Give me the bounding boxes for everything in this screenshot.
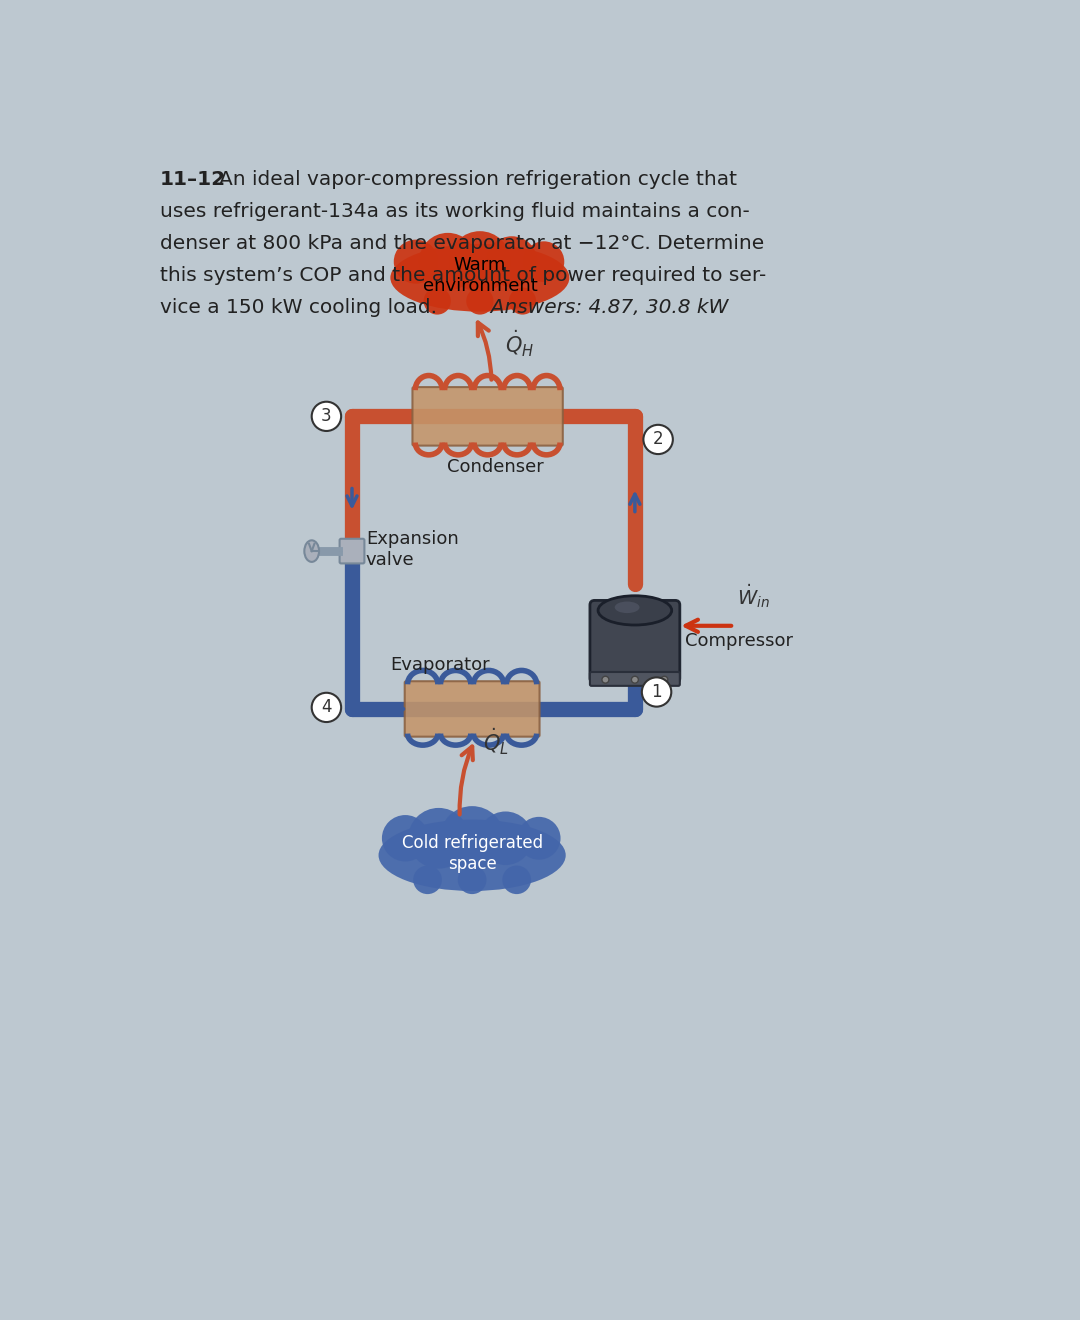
Circle shape — [524, 242, 564, 282]
Circle shape — [602, 676, 609, 684]
Circle shape — [440, 807, 504, 870]
Circle shape — [517, 817, 561, 859]
Text: vice a 150 kW cooling load.: vice a 150 kW cooling load. — [160, 298, 436, 317]
Circle shape — [382, 814, 429, 862]
Ellipse shape — [598, 595, 672, 626]
Text: Evaporator: Evaporator — [390, 656, 489, 673]
Circle shape — [419, 232, 477, 290]
Text: 4: 4 — [321, 698, 332, 717]
Ellipse shape — [615, 602, 639, 612]
FancyBboxPatch shape — [590, 601, 679, 682]
Circle shape — [423, 288, 450, 314]
Circle shape — [632, 676, 638, 684]
Circle shape — [408, 808, 470, 869]
Circle shape — [502, 866, 531, 894]
Text: Condenser: Condenser — [447, 458, 543, 477]
Circle shape — [661, 676, 667, 684]
Text: Cold refrigerated
space: Cold refrigerated space — [402, 834, 542, 873]
FancyBboxPatch shape — [590, 672, 679, 686]
Text: $\dot{Q}_H$: $\dot{Q}_H$ — [505, 329, 535, 359]
Text: this system’s COP and the amount of power required to ser-: this system’s COP and the amount of powe… — [160, 265, 766, 285]
Text: Warm
environment: Warm environment — [422, 256, 537, 294]
FancyBboxPatch shape — [339, 539, 364, 564]
Text: 2: 2 — [652, 430, 663, 449]
Circle shape — [486, 236, 538, 286]
Text: Expansion
valve: Expansion valve — [366, 531, 459, 569]
Circle shape — [478, 812, 532, 865]
Text: uses refrigerant-134a as its working fluid maintains a con-: uses refrigerant-134a as its working flu… — [160, 202, 750, 220]
Text: 1: 1 — [651, 682, 662, 701]
Text: $\dot{W}_{in}$: $\dot{W}_{in}$ — [738, 582, 770, 610]
Ellipse shape — [390, 244, 569, 312]
Text: 3: 3 — [321, 408, 332, 425]
Circle shape — [414, 866, 442, 894]
Ellipse shape — [379, 820, 566, 891]
FancyBboxPatch shape — [405, 681, 540, 737]
FancyBboxPatch shape — [413, 387, 563, 446]
Text: 11–12: 11–12 — [160, 170, 226, 189]
Circle shape — [644, 425, 673, 454]
Circle shape — [449, 231, 511, 292]
Ellipse shape — [305, 540, 319, 562]
Text: denser at 800 kPa and the evaporator at −12°C. Determine: denser at 800 kPa and the evaporator at … — [160, 234, 764, 253]
Circle shape — [312, 693, 341, 722]
Circle shape — [394, 240, 438, 284]
Circle shape — [642, 677, 672, 706]
Text: $\dot{Q}_L$: $\dot{Q}_L$ — [483, 726, 509, 756]
Text: Compressor: Compressor — [685, 632, 793, 651]
Circle shape — [458, 866, 486, 894]
Text: Answers: 4.87, 30.8 kW: Answers: 4.87, 30.8 kW — [477, 298, 728, 317]
Circle shape — [312, 401, 341, 432]
Circle shape — [467, 288, 494, 314]
Circle shape — [509, 288, 536, 314]
Text: An ideal vapor-compression refrigeration cycle that: An ideal vapor-compression refrigeration… — [218, 170, 737, 189]
